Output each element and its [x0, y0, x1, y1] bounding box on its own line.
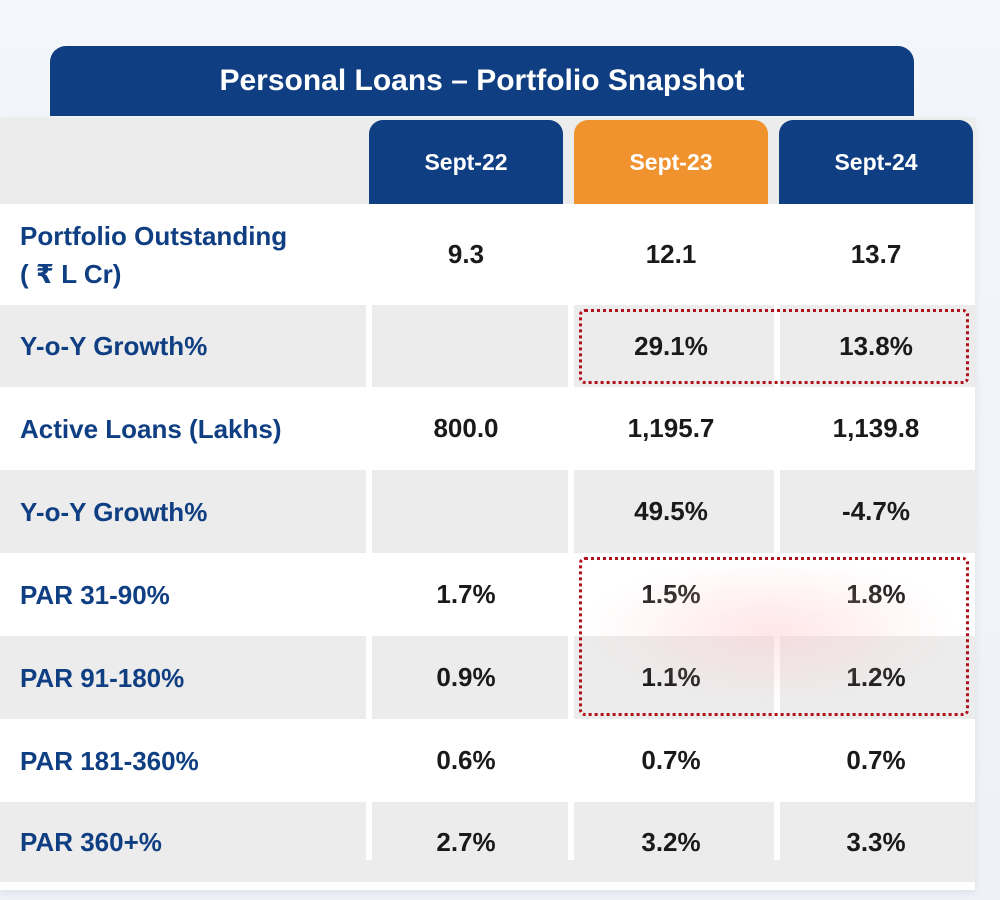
value-cell: 3.2%: [641, 826, 701, 857]
value-cell: 0.9%: [436, 662, 496, 692]
table-row: PAR 91-180% 0.9% 1.1% 1.2%: [0, 636, 975, 719]
value-cell: 49.5%: [634, 496, 708, 526]
value-cell: 1.5%: [641, 579, 701, 609]
row-label: PAR 31-90%: [20, 579, 170, 610]
row-label: Portfolio Outstanding ( ₹ L Cr): [20, 220, 288, 289]
value-cell: 9.3: [447, 239, 485, 269]
column-header-sept-23: Sept-23: [574, 120, 768, 204]
row-label: PAR 91-180%: [20, 662, 185, 693]
value-cell: 0.6%: [436, 745, 496, 775]
value-cell: 0.7%: [641, 745, 701, 775]
value-cell: 1.8%: [846, 579, 906, 609]
value-cell: -4.7%: [842, 496, 910, 526]
row-label: Y-o-Y Growth%: [20, 496, 208, 527]
column-divider: [366, 204, 372, 860]
value-cell: [369, 470, 563, 553]
value-cell: 1,195.7: [627, 413, 715, 443]
highlight-box: [579, 557, 969, 716]
table-row: PAR 360+% 2.7% 3.2% 3.3%: [0, 802, 975, 882]
value-cell: 800.0: [433, 413, 499, 443]
value-cell: 13.7: [850, 239, 902, 269]
value-cell: 29.1%: [634, 330, 708, 361]
row-label: Active Loans (Lakhs): [20, 413, 282, 444]
highlight-box: [579, 309, 969, 384]
value-cell: 3.3%: [846, 826, 906, 857]
value-cell: 1.2%: [846, 662, 906, 692]
table-row: PAR 181-360% 0.6% 0.7% 0.7%: [0, 719, 975, 802]
column-divider: [568, 204, 574, 860]
table-title: Personal Loans – Portfolio Snapshot: [50, 46, 914, 116]
table-row: PAR 31-90% 1.7% 1.5% 1.8%: [0, 553, 975, 636]
table-row: Portfolio Outstanding ( ₹ L Cr) 9.3 12.1 13…: [0, 204, 975, 305]
value-cell: 0.7%: [846, 745, 906, 775]
table-row: Active Loans (Lakhs) 800.0 1,195.7 1,139.8: [0, 387, 975, 470]
column-header-sept-22: Sept-22: [369, 120, 563, 204]
row-label: Y-o-Y Growth%: [20, 331, 208, 361]
value-cell: [369, 305, 563, 387]
value-cell: 1,139.8: [832, 413, 920, 443]
table-row: Y-o-Y Growth% 49.5% -4.7%: [0, 470, 975, 553]
value-cell: 12.1: [645, 239, 697, 269]
value-cell: 2.7%: [436, 826, 496, 857]
table-row: Y-o-Y Growth% 29.1% 13.8%: [0, 305, 975, 387]
value-cell: 13.8%: [839, 330, 913, 361]
row-label: PAR 360+%: [20, 827, 162, 857]
column-header-sept-24: Sept-24: [779, 120, 973, 204]
value-cell: 1.1%: [641, 662, 701, 692]
value-cell: 1.7%: [436, 579, 496, 609]
column-divider: [774, 204, 780, 860]
row-label: PAR 181-360%: [20, 745, 199, 776]
